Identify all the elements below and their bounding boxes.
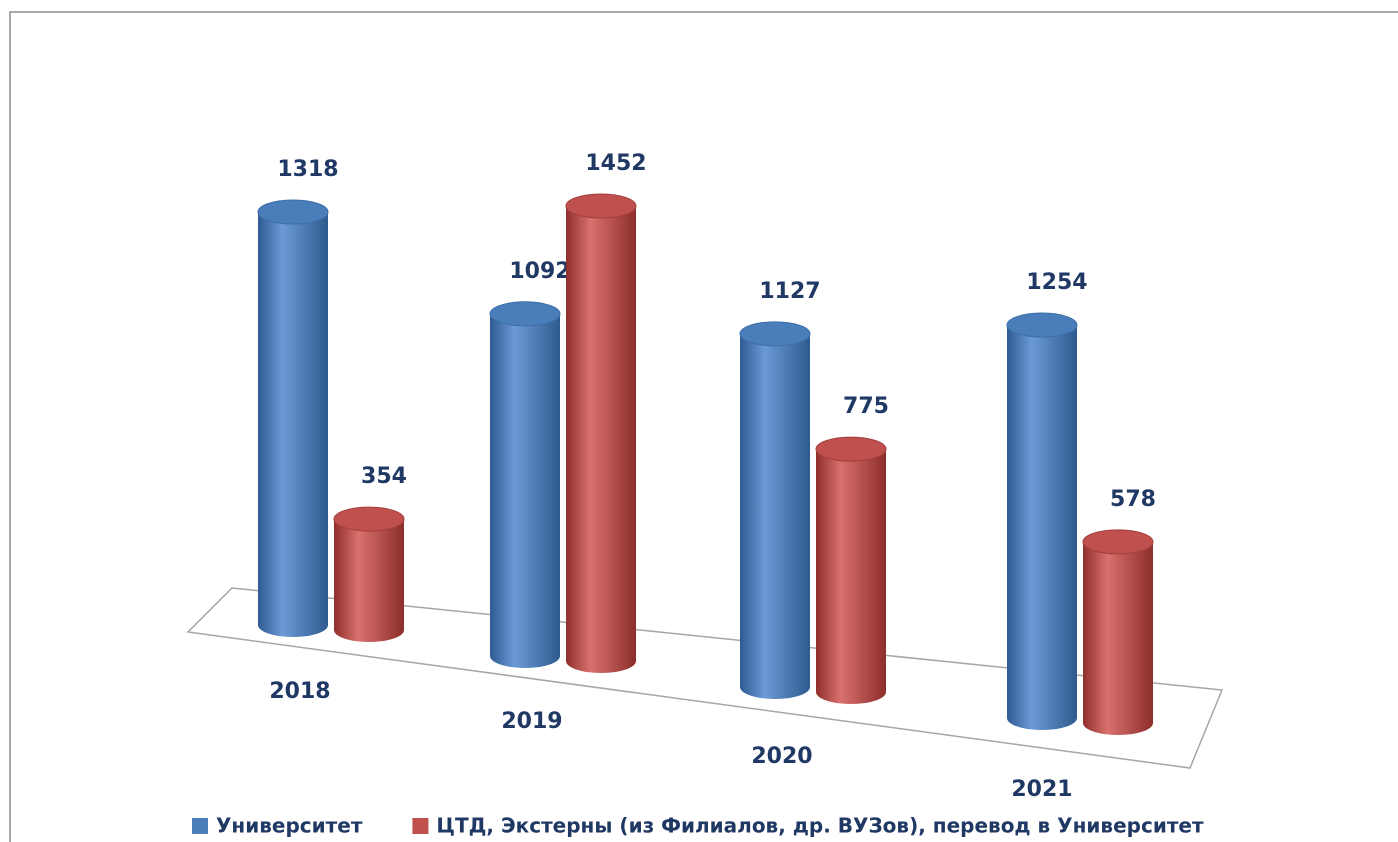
legend-label: Университет: [216, 814, 363, 838]
cylinder-body: [816, 449, 886, 692]
cylinder-body: [334, 519, 404, 630]
x-tick-label: 2019: [501, 709, 562, 734]
cylinder: [1082, 529, 1154, 735]
cylinder-body: [258, 211, 328, 625]
cylinder: [333, 506, 405, 642]
legend-swatch: [412, 818, 429, 834]
cylinder: [1006, 312, 1078, 730]
x-tick-label: 2018: [269, 679, 330, 704]
data-label: 1452: [585, 151, 646, 176]
cylinder-top: [565, 193, 637, 219]
data-label: 354: [361, 464, 407, 489]
cylinder-body: [1083, 541, 1153, 723]
data-label: 1254: [1026, 270, 1087, 295]
legend-swatch: [192, 818, 208, 834]
cylinder-top: [257, 199, 329, 225]
cylinder-top: [1082, 529, 1154, 555]
cylinder-body: [1007, 325, 1077, 718]
cylinder-top: [333, 506, 405, 532]
cylinder: [565, 193, 637, 673]
cylinder: [739, 321, 811, 699]
cylinder-top: [489, 301, 561, 327]
cylinder-top: [815, 436, 887, 462]
cylinder-body: [740, 333, 810, 687]
data-label: 775: [843, 394, 889, 419]
cylinder-body: [490, 313, 560, 656]
cylinder-body: [566, 206, 636, 661]
floor: [186, 587, 1224, 769]
data-label: 578: [1110, 487, 1156, 512]
cylinder-top: [739, 321, 811, 347]
data-label: 1318: [277, 157, 338, 182]
cylinder: [257, 199, 329, 637]
legend-label: ЦТД, Экстерны (из Филиалов, др. ВУЗов), …: [436, 814, 1204, 838]
cylinder: [489, 301, 561, 668]
data-label: 1092: [509, 259, 570, 284]
data-label: 1127: [759, 279, 820, 304]
cylinder-top: [1006, 312, 1078, 338]
cylinder: [815, 436, 887, 704]
x-tick-label: 2020: [751, 744, 812, 769]
chart-border: [9, 11, 1398, 842]
x-tick-label: 2021: [1011, 777, 1072, 802]
